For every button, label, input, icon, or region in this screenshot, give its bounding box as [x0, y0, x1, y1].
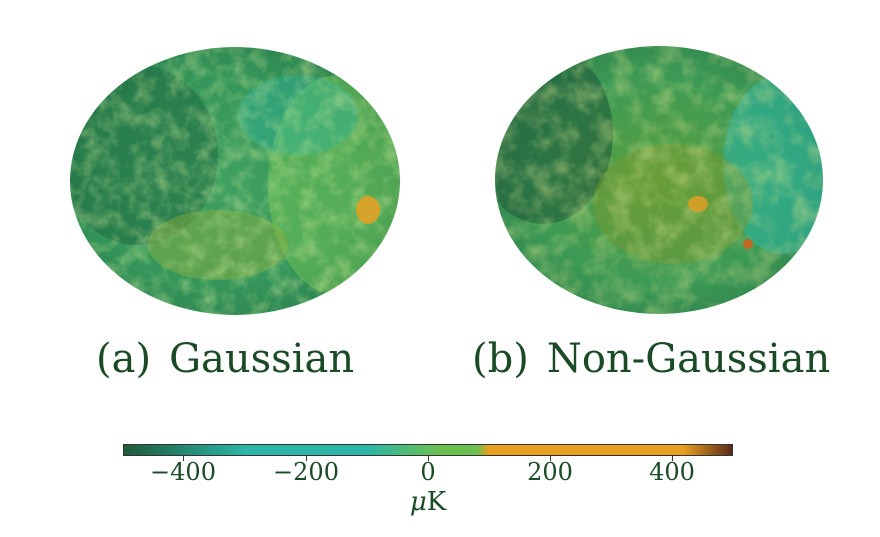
caption-a-label: (a)	[96, 336, 152, 382]
colorbar-tickmark	[428, 456, 429, 461]
caption-b-title: Non-Gaussian	[546, 336, 831, 382]
unit-symbol: μ	[409, 487, 427, 517]
colorbar-tick-label: −400	[150, 458, 216, 486]
colorbar-tick-label: 400	[649, 458, 695, 486]
caption-b-label: (b)	[472, 336, 529, 382]
colorbar-tickmark	[672, 456, 673, 461]
unit-letter: K	[426, 487, 447, 517]
colorbar-unit-label: μK	[410, 487, 446, 517]
caption-gaussian: (a) Gaussian	[96, 336, 354, 382]
colorbar-tick-label: −200	[273, 458, 339, 486]
caption-a-title: Gaussian	[169, 336, 355, 382]
colorbar-tick-label: 200	[527, 458, 573, 486]
colorbar-tick-label: 0	[420, 458, 436, 486]
colorbar-tickmark	[306, 456, 307, 461]
colorbar-tickmark	[550, 456, 551, 461]
non-gaussian-sphere	[495, 46, 823, 314]
gaussian-sphere	[70, 47, 400, 315]
colorbar	[123, 444, 733, 456]
caption-non-gaussian: (b) Non-Gaussian	[472, 336, 830, 382]
colorbar-tickmark	[183, 456, 184, 461]
